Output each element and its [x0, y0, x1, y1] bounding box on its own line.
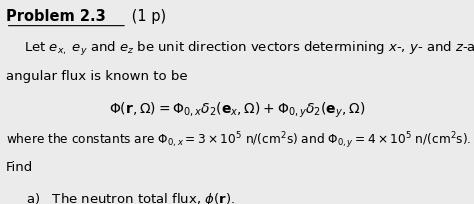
Text: $\Phi(\mathbf{r},\Omega) = \Phi_{0,x}\delta_2(\mathbf{e}_x,\Omega)+\Phi_{0,y}\de: $\Phi(\mathbf{r},\Omega) = \Phi_{0,x}\de…	[109, 100, 365, 119]
Text: a)   The neutron total flux, $\phi(\mathbf{r})$.: a) The neutron total flux, $\phi(\mathbf…	[26, 190, 235, 204]
Text: Problem 2.3: Problem 2.3	[6, 9, 105, 24]
Text: Find: Find	[6, 160, 33, 173]
Text: angular flux is known to be: angular flux is known to be	[6, 70, 187, 82]
Text: (1 p): (1 p)	[127, 9, 166, 24]
Text: where the constants are $\Phi_{0,x} = 3\times10^5$ n/(cm$^2$s) and $\Phi_{0,y} =: where the constants are $\Phi_{0,x} = 3\…	[6, 130, 471, 150]
Text: Let $\mathit{e}_{x,}$ $\mathit{e}_{y}$ and $\mathit{e}_{z}$ be unit direction ve: Let $\mathit{e}_{x,}$ $\mathit{e}_{y}$ a…	[24, 39, 474, 57]
